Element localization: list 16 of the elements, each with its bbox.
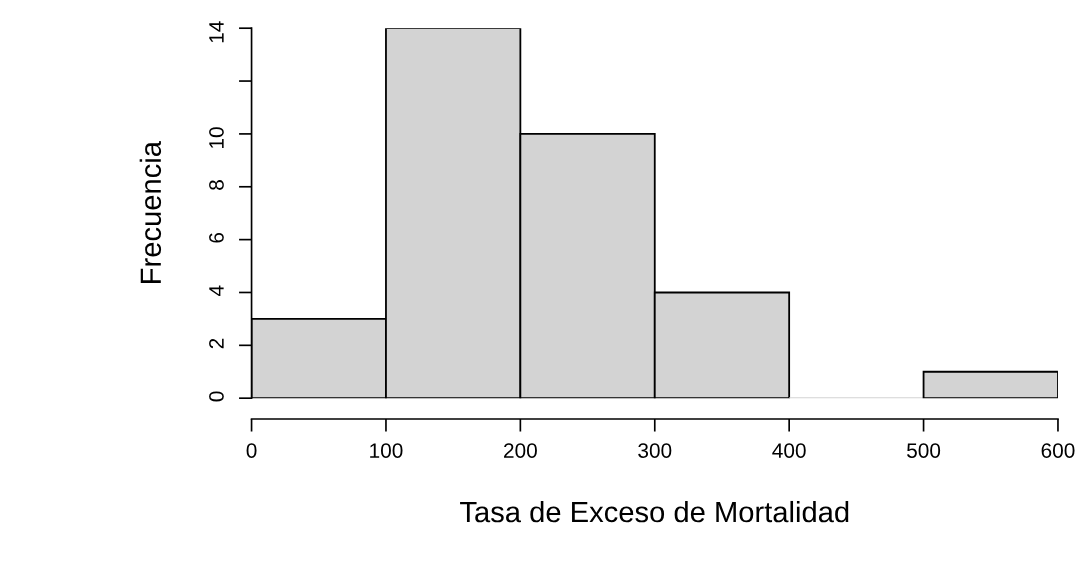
y-tick-label: 8 bbox=[209, 180, 224, 190]
x-tick-label: 100 bbox=[370, 443, 403, 458]
x-tick-label: 500 bbox=[907, 443, 941, 458]
y-tick-label: 4 bbox=[209, 285, 224, 297]
y-tick-label: 0 bbox=[209, 391, 224, 402]
x-tick-label: 600 bbox=[1041, 443, 1075, 458]
y-tick-label: 10 bbox=[209, 127, 224, 148]
x-tick-label: 0 bbox=[246, 443, 257, 458]
y-tick-label: 2 bbox=[209, 338, 224, 349]
y-tick-label: 6 bbox=[209, 232, 224, 243]
x-tick-label: 200 bbox=[504, 443, 537, 458]
x-tick-label: 400 bbox=[772, 443, 806, 458]
y-tick-label: 14 bbox=[209, 21, 224, 43]
y-axis-title: Frecuencia bbox=[139, 141, 162, 283]
x-axis-title: Tasa de Exceso de Mortalidad bbox=[460, 500, 849, 523]
x-tick-label: 300 bbox=[638, 443, 672, 458]
